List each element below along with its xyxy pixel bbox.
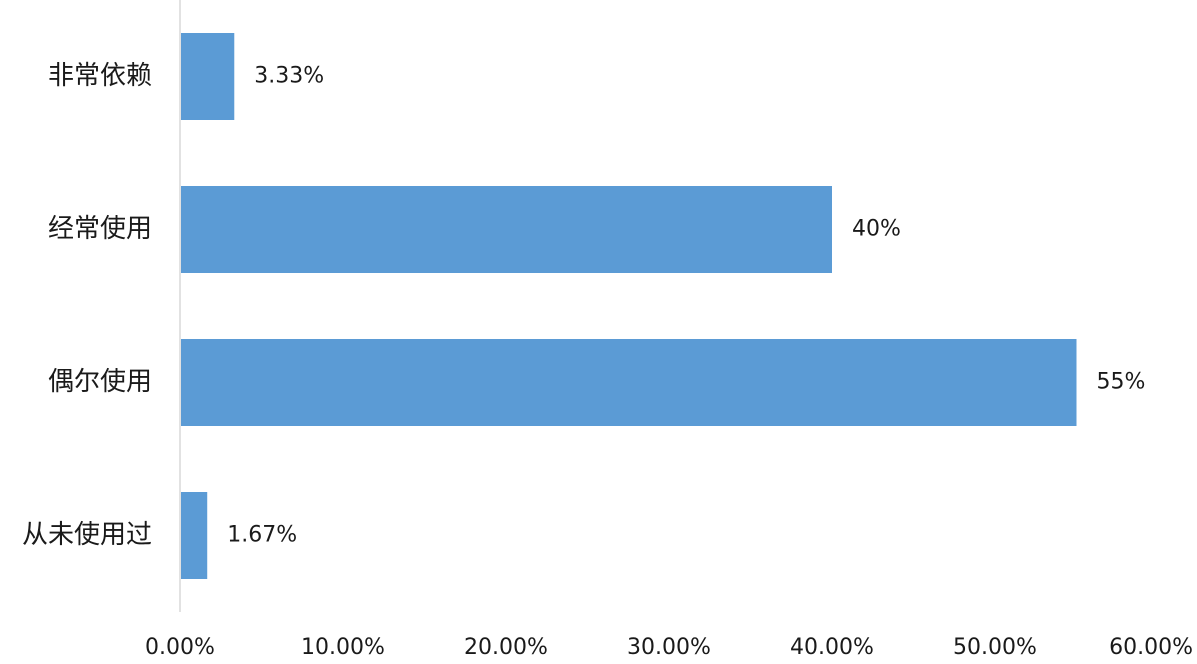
data-label: 40%: [852, 217, 901, 242]
x-axis-ticks: 0.00% 10.00% 20.00% 30.00% 40.00% 50.00% 60.00…: [145, 635, 1193, 660]
bars-layer: [181, 33, 1077, 579]
data-label: 55%: [1097, 370, 1146, 395]
x-tick-label: 0.00%: [145, 635, 215, 660]
bar: [181, 33, 235, 120]
bar: [181, 492, 208, 579]
x-tick-label: 10.00%: [301, 635, 385, 660]
category-label: 从未使用过: [22, 520, 152, 550]
x-tick-label: 30.00%: [627, 635, 711, 660]
x-tick-label: 20.00%: [464, 635, 548, 660]
category-label: 偶尔使用: [48, 367, 152, 397]
x-tick-label: 40.00%: [790, 635, 874, 660]
category-label: 非常依赖: [48, 61, 152, 91]
x-tick-label: 60.00%: [1109, 635, 1193, 660]
category-label: 经常使用: [48, 214, 152, 244]
labels-layer: 非常依赖 3.33% 经常使用 40% 偶尔使用 55% 从未使用过 1.67%: [22, 61, 1145, 550]
bar: [181, 186, 832, 273]
bar: [181, 339, 1077, 426]
data-label: 3.33%: [254, 64, 324, 89]
x-tick-label: 50.00%: [953, 635, 1037, 660]
data-label: 1.67%: [227, 523, 297, 548]
